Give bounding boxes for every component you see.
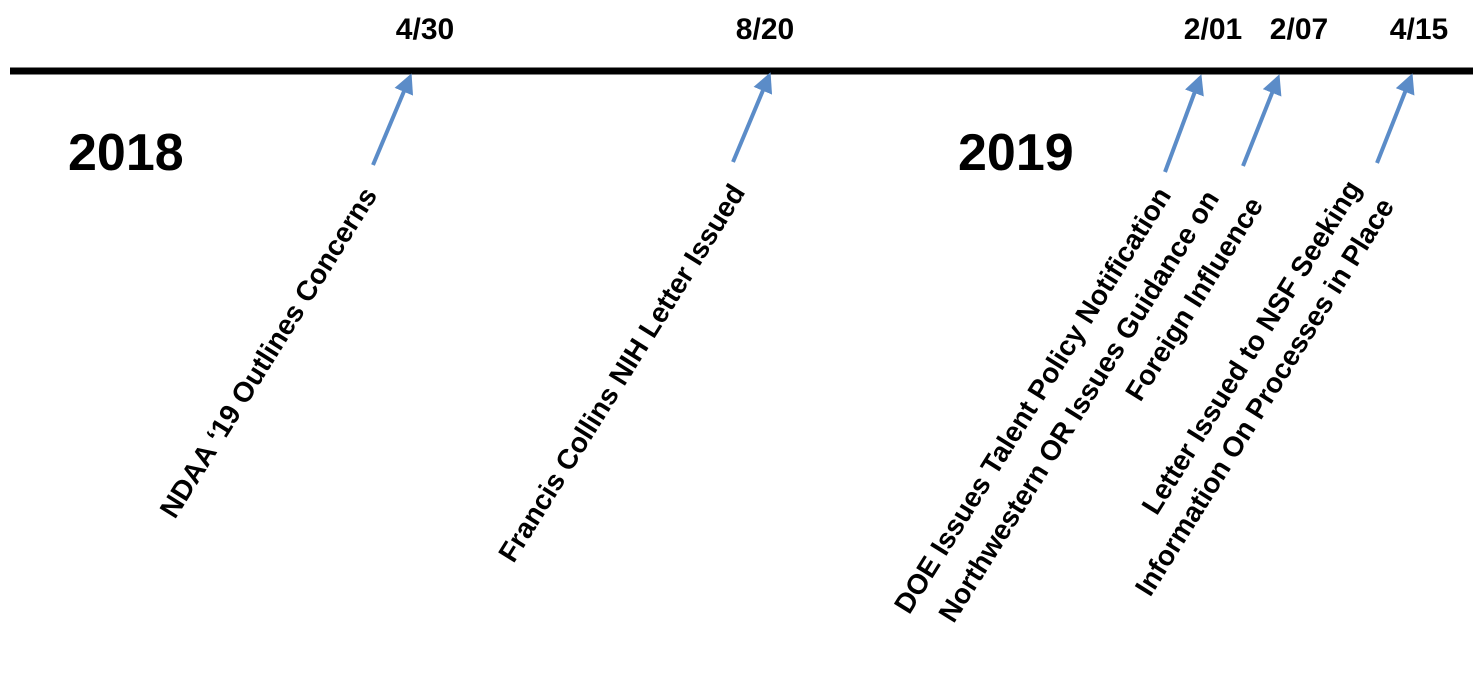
event-date-label: 2/01: [1184, 13, 1242, 46]
event-arrow: [1241, 74, 1282, 167]
event-date-label: 2/07: [1270, 13, 1328, 46]
event-description: Francis Collins NIH Letter Issued: [492, 179, 751, 568]
year-label-2019: 2019: [958, 124, 1074, 182]
event-description: DOE Issues Talent Policy Notification: [888, 182, 1177, 619]
event-description: Northwestern OR Issues Guidance on: [932, 185, 1225, 628]
event-description: NDAA ‘19 Outlines Concerns: [154, 182, 383, 523]
event-arrow: [731, 72, 773, 163]
event-date-label: 8/20: [736, 13, 794, 46]
event-arrow: [1163, 74, 1204, 173]
event-arrow: [371, 73, 414, 166]
year-label-2018: 2018: [68, 124, 184, 182]
event-date-label: 4/30: [396, 13, 454, 46]
event-date-label: 4/15: [1390, 13, 1448, 46]
event-arrow: [1375, 73, 1415, 164]
